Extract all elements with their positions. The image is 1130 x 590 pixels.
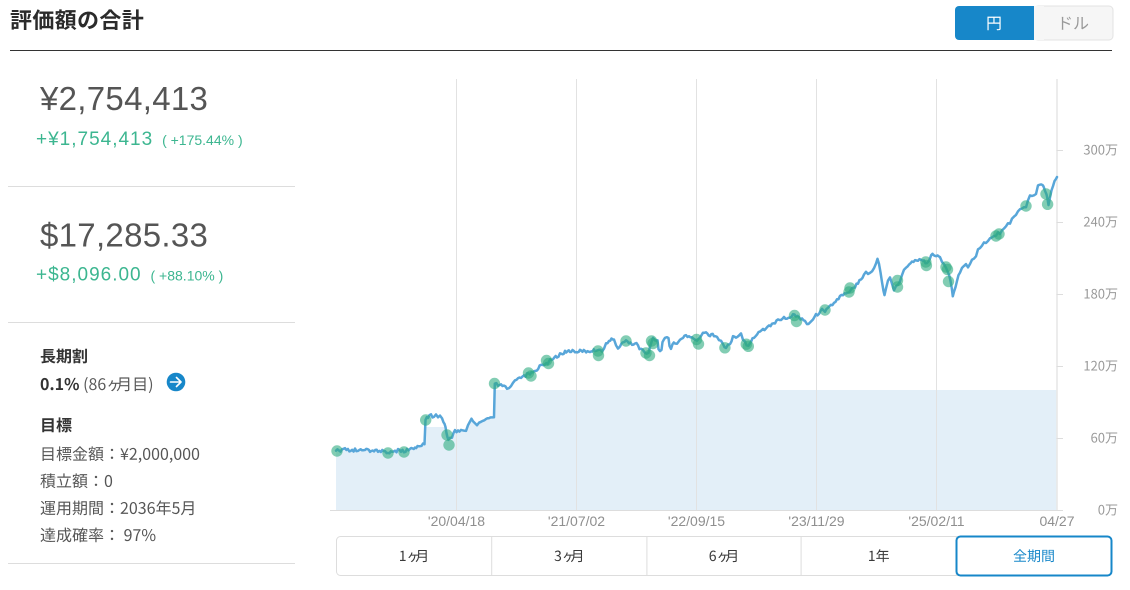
svg-text:'20/04/18: '20/04/18 — [428, 513, 485, 529]
svg-text:04/27: 04/27 — [1039, 513, 1074, 529]
svg-text:'25/02/11: '25/02/11 — [908, 513, 964, 529]
svg-text:'23/11/29: '23/11/29 — [788, 513, 844, 529]
svg-text:+$8,096.00 ( +88.10% ): +$8,096.00 ( +88.10% ) — [36, 265, 223, 286]
svg-text:'22/09/15: '22/09/15 — [668, 513, 725, 529]
svg-text:$17,285.33: $17,285.33 — [40, 217, 208, 254]
svg-text:+¥1,754,413 ( +175.44% ): +¥1,754,413 ( +175.44% ) — [36, 129, 243, 150]
svg-text:'21/07/02: '21/07/02 — [548, 513, 605, 529]
svg-text:¥2,754,413: ¥2,754,413 — [39, 80, 208, 117]
